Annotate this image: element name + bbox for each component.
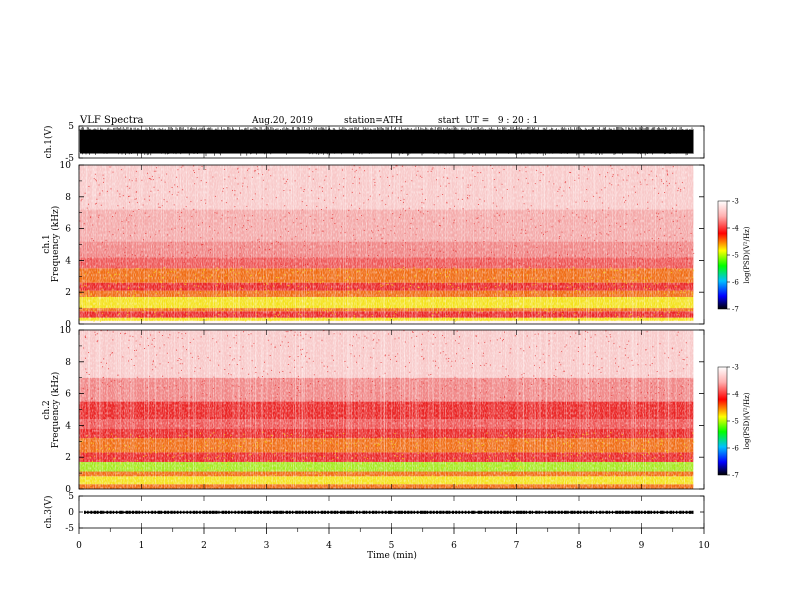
spectrogram-yellow-speckles bbox=[79, 431, 695, 487]
colorbar-tick-label: -4 bbox=[732, 391, 739, 399]
xtick-label: 9 bbox=[639, 541, 645, 551]
ytick-label: 10 bbox=[60, 161, 72, 171]
ch2-spectrogram-yticks: 0 2 4 6 8 10 bbox=[60, 326, 704, 495]
ch1-waveform-ylabel: ch.1(V) bbox=[43, 126, 54, 159]
ch1-spectrogram-yticks: 0 2 4 6 8 10 bbox=[60, 161, 704, 330]
ch2-spectrogram-ylabel-channel: ch.2 bbox=[42, 400, 52, 419]
ch2-colorbar: -3 -4 -5 -6 -7 log(PSD)(V²/Hz) bbox=[717, 364, 751, 480]
colorbar-tick-label: -6 bbox=[732, 445, 739, 453]
colorbar-gradient bbox=[717, 200, 728, 310]
ytick-label: 4 bbox=[65, 256, 71, 266]
xtick-label: 4 bbox=[326, 541, 332, 551]
ytick-label: 6 bbox=[65, 390, 71, 400]
ch1-waveform-spikes bbox=[79, 127, 694, 157]
ch1-waveform-panel: 5 -5 ch.1(V) bbox=[43, 122, 705, 164]
ytick-label: 8 bbox=[65, 358, 71, 368]
ch1-colorbar: -3 -4 -5 -6 -7 log(PSD)(V²/Hz) bbox=[717, 198, 751, 314]
ytick-label: 0 bbox=[68, 508, 74, 518]
ytick-label: 10 bbox=[60, 326, 72, 336]
ch1-spectrogram-ylabel-channel: ch.1 bbox=[42, 234, 52, 253]
colorbar-tick-label: -6 bbox=[732, 279, 739, 287]
ch3-waveform-panel: 5 0 -5 ch.3(V) bbox=[43, 492, 705, 534]
ch1-spectrogram-image bbox=[79, 165, 695, 324]
figure-title: VLF Spectra bbox=[79, 115, 144, 126]
xtick-label: 10 bbox=[698, 541, 710, 551]
colorbar-tick-label: -5 bbox=[732, 418, 739, 426]
ytick-label: 5 bbox=[68, 122, 74, 132]
recording-date: Aug.20, 2019 bbox=[251, 116, 313, 126]
ytick-label: 6 bbox=[65, 225, 71, 235]
ch3-waveform-ylabel: ch.3(V) bbox=[43, 496, 54, 529]
colorbar-label: log(PSD)(V²/Hz) bbox=[743, 226, 751, 283]
ytick-label: 2 bbox=[65, 288, 71, 298]
ytick-label: -5 bbox=[65, 524, 74, 534]
xtick-label: 1 bbox=[139, 541, 145, 551]
ch3-waveform-trace bbox=[84, 510, 694, 514]
ch2-spectrogram-panel: 0 2 4 6 8 10 ch.2 Frequency (kHz) bbox=[42, 326, 705, 495]
xtick-label: 6 bbox=[451, 541, 457, 551]
ytick-label: 0 bbox=[65, 485, 71, 495]
xtick-label: 3 bbox=[264, 541, 270, 551]
ch3-waveform-yticks: 5 0 -5 bbox=[65, 492, 704, 534]
spectrogram-streaks bbox=[79, 330, 694, 489]
spectrogram-streaks bbox=[79, 165, 694, 324]
ytick-label: 2 bbox=[65, 453, 71, 463]
xtick-label: 7 bbox=[514, 541, 520, 551]
ytick-label: 5 bbox=[68, 492, 74, 502]
colorbar-tick-label: -4 bbox=[732, 225, 739, 233]
ytick-label: 0 bbox=[65, 320, 71, 330]
ch2-spectrogram-image bbox=[79, 330, 695, 489]
ch1-spectrogram-ylabel-frequency: Frequency (kHz) bbox=[50, 206, 61, 283]
xtick-label: 2 bbox=[201, 541, 207, 551]
colorbar-gradient bbox=[717, 366, 728, 476]
ytick-label: 8 bbox=[65, 193, 71, 203]
start-time: start UT = 9 : 20 : 1 bbox=[438, 116, 538, 126]
xtick-label: 8 bbox=[576, 541, 582, 551]
colorbar-label: log(PSD)(V²/Hz) bbox=[743, 392, 751, 449]
xtick-label: 0 bbox=[76, 541, 82, 551]
ytick-label: 4 bbox=[65, 421, 71, 431]
ch1-waveform-envelope bbox=[80, 129, 694, 154]
xtick-label: 5 bbox=[389, 541, 395, 551]
colorbar-tick-label: -5 bbox=[732, 252, 739, 260]
time-axis: 0 1 2 3 4 5 6 7 8 9 10 bbox=[76, 126, 710, 551]
ytick-label: -5 bbox=[65, 154, 74, 164]
ch1-waveform-trace bbox=[79, 127, 694, 157]
colorbar-tick-label: -3 bbox=[732, 198, 739, 206]
station-name: station=ATH bbox=[344, 116, 403, 126]
colorbar-tick-label: -7 bbox=[732, 306, 739, 314]
ch1-spectrogram-panel: 0 2 4 6 8 10 ch.1 Frequency (kHz) bbox=[42, 161, 705, 330]
time-axis-label: Time (min) bbox=[367, 550, 417, 561]
ch2-spectrogram-ylabel-frequency: Frequency (kHz) bbox=[50, 372, 61, 449]
colorbar-tick-label: -3 bbox=[732, 364, 739, 372]
figure-header: VLF Spectra Aug.20, 2019 station=ATH sta… bbox=[79, 115, 538, 126]
colorbar-tick-label: -7 bbox=[732, 472, 739, 480]
ch1-waveform-yticks: 5 -5 bbox=[65, 122, 704, 164]
